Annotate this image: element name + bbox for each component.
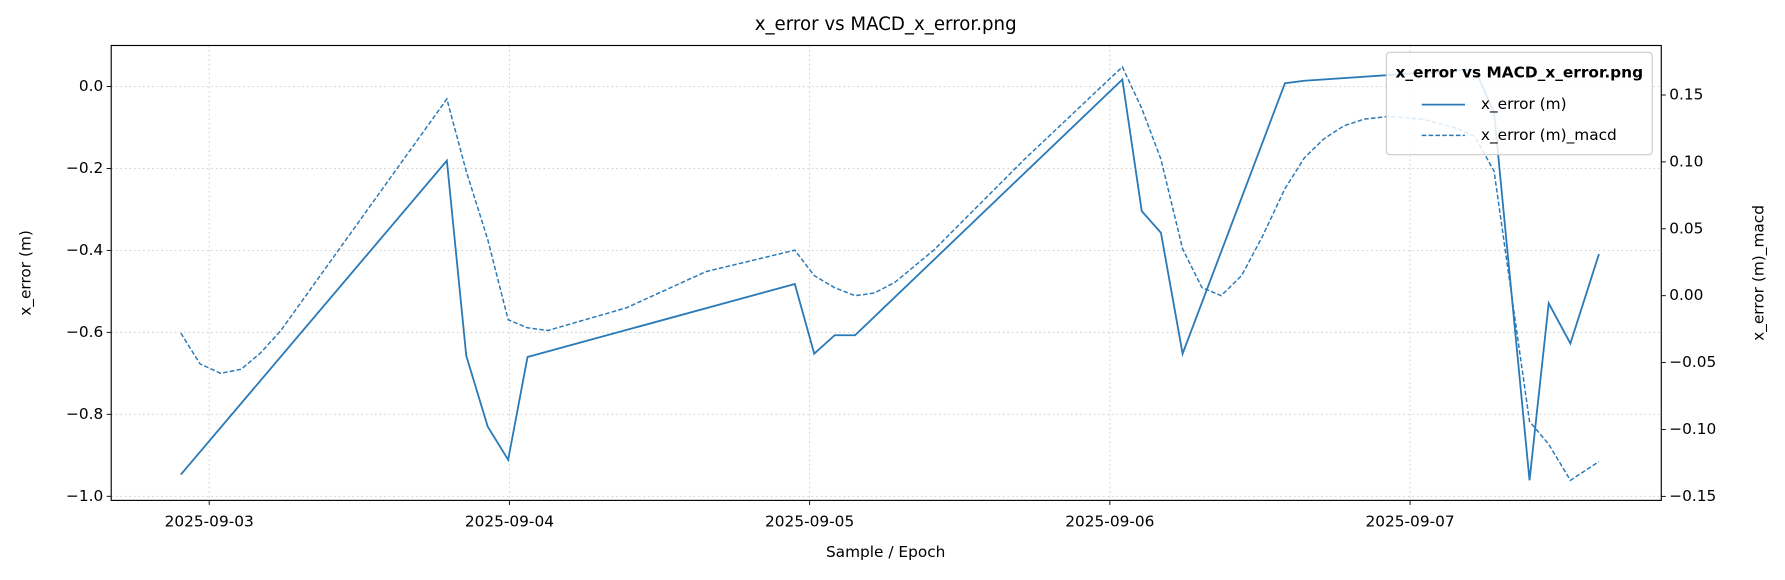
y2-tick-label: −0.05 bbox=[1669, 353, 1716, 371]
y-axis-label: x_error (m) bbox=[16, 230, 35, 316]
x-tick-label: 2025-09-07 bbox=[1365, 513, 1454, 531]
x-tick-label: 2025-09-05 bbox=[765, 513, 854, 531]
chart-title: x_error vs MACD_x_error.png bbox=[755, 14, 1017, 35]
y2-tick-label: 0.10 bbox=[1669, 152, 1703, 170]
legend-box bbox=[1385, 51, 1653, 156]
legend: x_error vs MACD_x_error.png x_error (m) x_… bbox=[1385, 51, 1653, 156]
legend-label: x_error (m)_macd bbox=[1481, 126, 1617, 145]
y-tick-label: −0.2 bbox=[66, 159, 103, 177]
y2-tick-label: −0.10 bbox=[1669, 420, 1716, 438]
x-tick-label: 2025-09-03 bbox=[165, 513, 254, 531]
plot-frame bbox=[110, 44, 1662, 501]
y2-tick-label: −0.15 bbox=[1669, 487, 1716, 505]
x-tick-label: 2025-09-04 bbox=[465, 513, 554, 531]
y-tick-label: −0.8 bbox=[66, 405, 103, 423]
legend-title: x_error vs MACD_x_error.png bbox=[1395, 63, 1643, 81]
y2-tick-label: 0.15 bbox=[1669, 85, 1703, 103]
y-tick-label: 0.0 bbox=[79, 77, 103, 95]
y2-tick-label: 0.00 bbox=[1669, 286, 1703, 304]
y-tick-label: −1.0 bbox=[66, 487, 103, 505]
legend-label: x_error (m) bbox=[1481, 95, 1567, 114]
y-tick-label: −0.4 bbox=[66, 241, 103, 259]
data-line bbox=[180, 65, 1600, 482]
x-tick-label: 2025-09-06 bbox=[1065, 513, 1154, 531]
x-axis-label: Sample / Epoch bbox=[826, 543, 945, 561]
y2-tick-label: 0.05 bbox=[1669, 219, 1703, 237]
y2-axis-label: x_error (m)_macd bbox=[1750, 205, 1769, 341]
y-tick-label: −0.6 bbox=[66, 323, 103, 341]
